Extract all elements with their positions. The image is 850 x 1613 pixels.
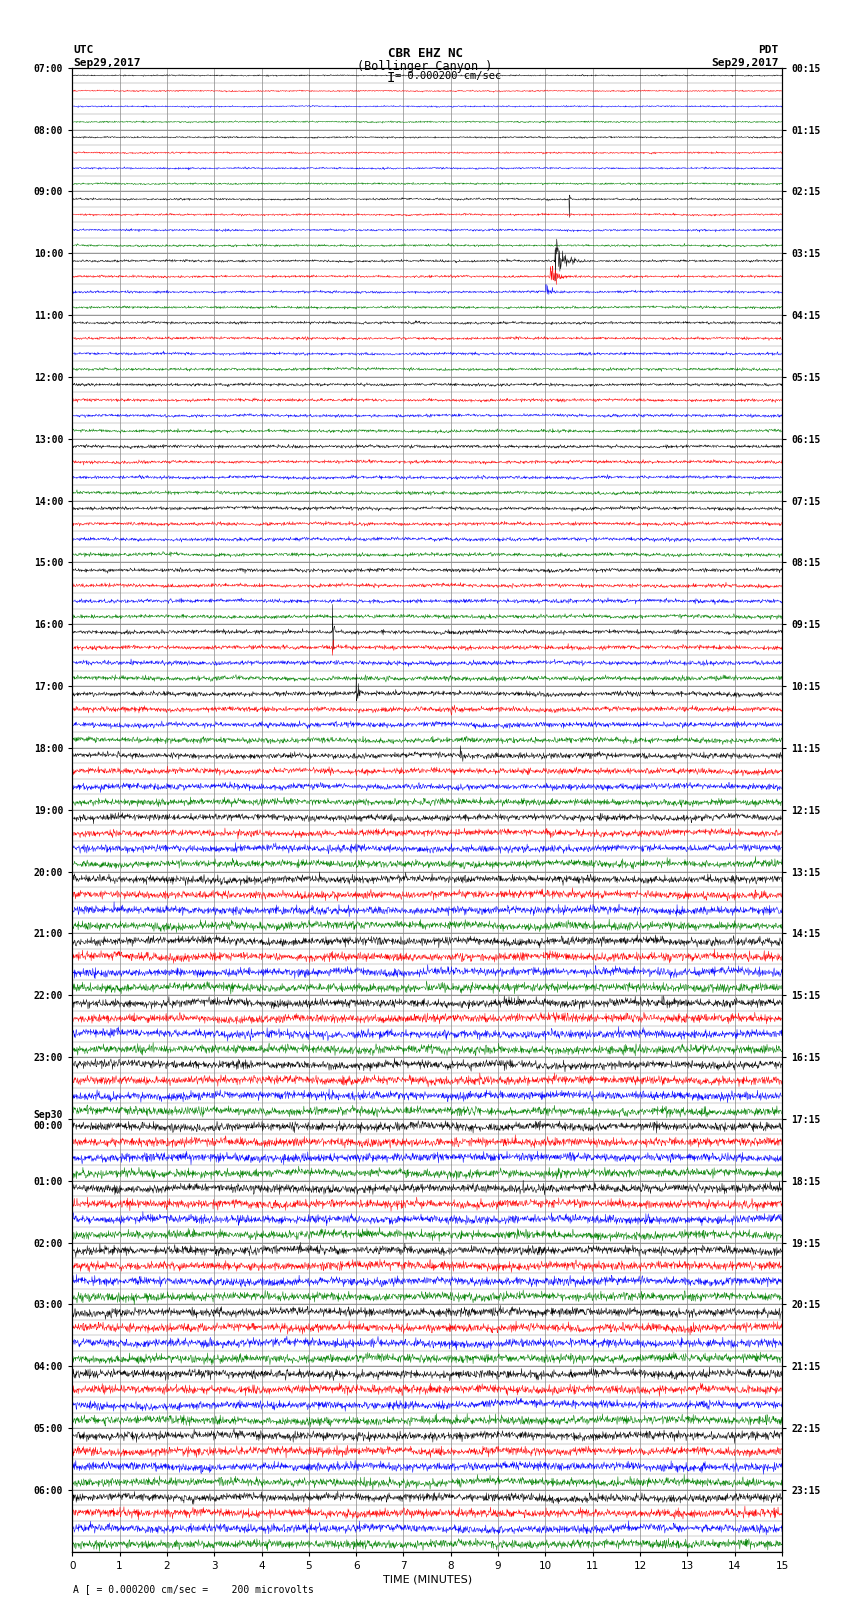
Text: UTC: UTC [73,45,94,55]
X-axis label: TIME (MINUTES): TIME (MINUTES) [382,1574,472,1586]
Text: A [ = 0.000200 cm/sec =    200 microvolts: A [ = 0.000200 cm/sec = 200 microvolts [73,1584,314,1594]
Text: I: I [387,71,395,85]
Text: (Bollinger Canyon ): (Bollinger Canyon ) [357,60,493,73]
Text: Sep29,2017: Sep29,2017 [711,58,779,68]
Text: CBR EHZ NC: CBR EHZ NC [388,47,462,60]
Text: Sep29,2017: Sep29,2017 [73,58,140,68]
Text: PDT: PDT [758,45,779,55]
Text: = 0.000200 cm/sec: = 0.000200 cm/sec [395,71,501,81]
